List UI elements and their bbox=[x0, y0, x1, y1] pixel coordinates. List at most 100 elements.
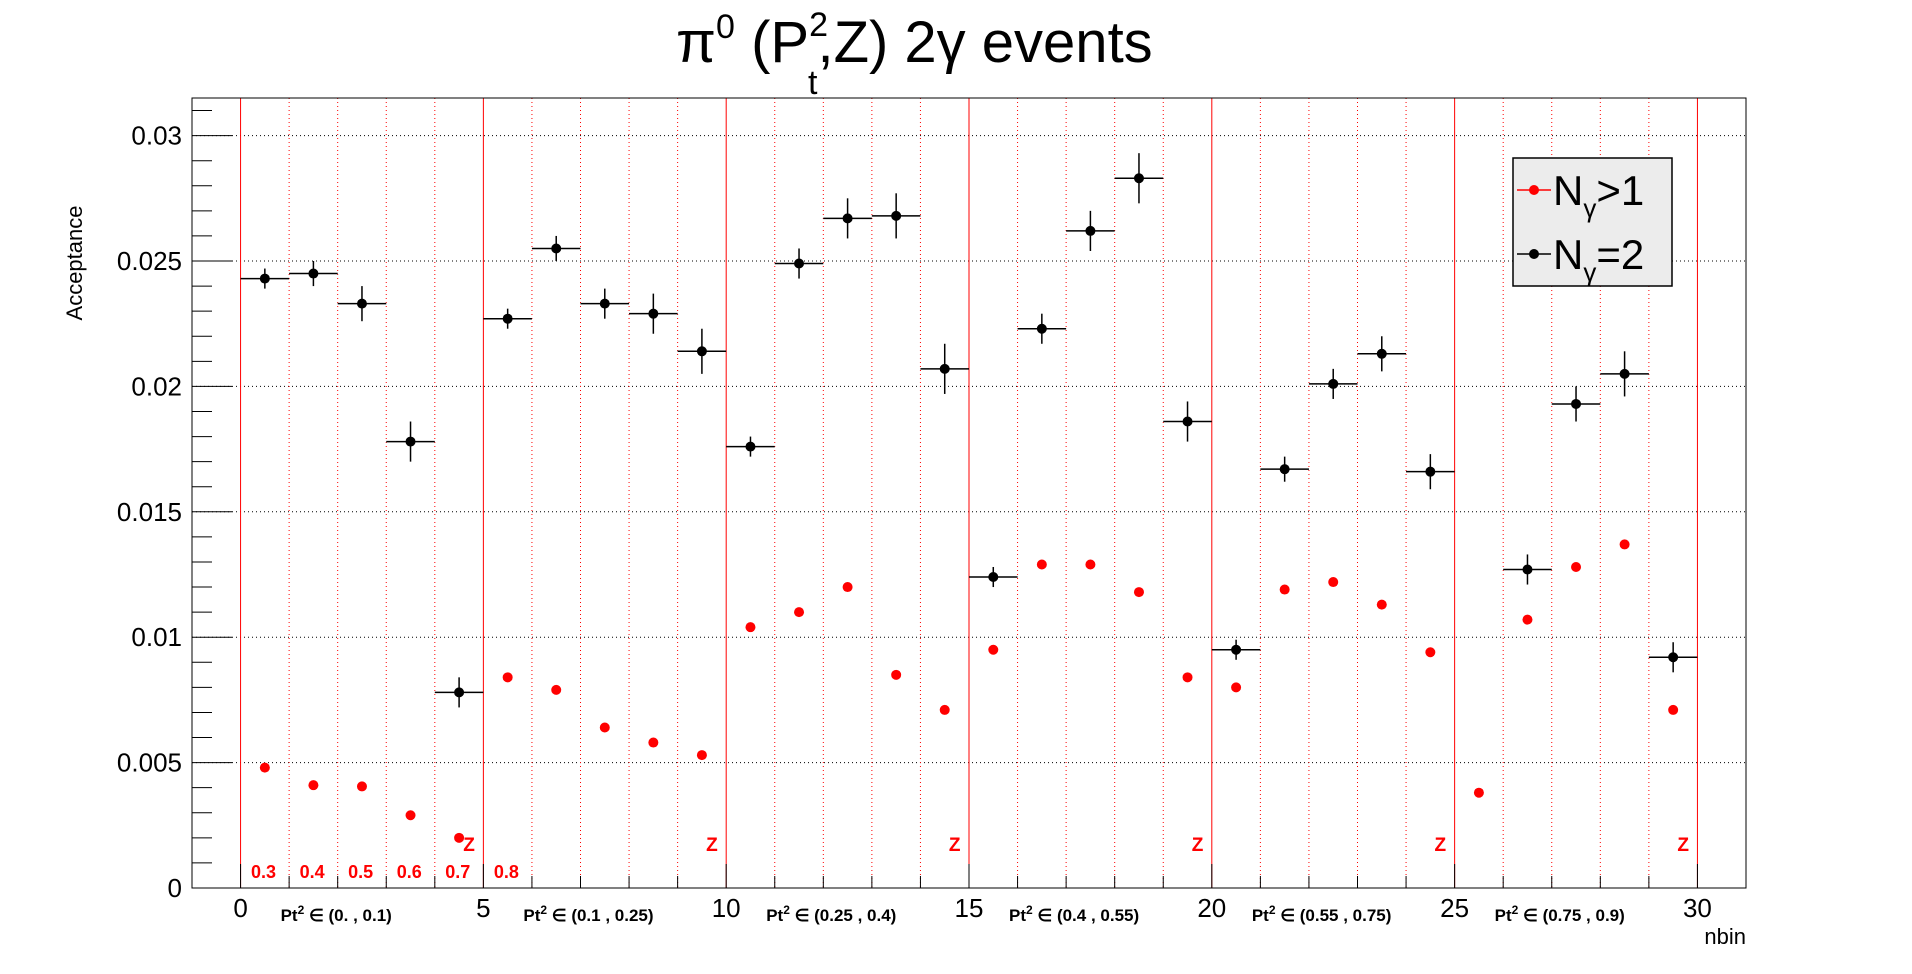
data-point bbox=[259, 762, 270, 773]
data-point bbox=[1619, 368, 1630, 379]
data-point bbox=[599, 722, 610, 733]
data-point bbox=[842, 213, 853, 224]
data-point bbox=[1036, 559, 1047, 570]
y-tick-label: 0 bbox=[168, 873, 182, 903]
legend: Nγ>1Nγ=2 bbox=[1512, 157, 1673, 287]
chart-title-text: π0 (P2 t,Z) 2γ events bbox=[676, 6, 1153, 102]
pt-range-prefix: Pt bbox=[1252, 906, 1269, 925]
pt-range-interval: ∈ (0.75 , 0.9) bbox=[1518, 906, 1624, 925]
pt-range-sup: 2 bbox=[1269, 903, 1276, 917]
z-bin-label: 0.5 bbox=[348, 862, 373, 882]
chart-title: π0 (P2 t,Z) 2γ events bbox=[676, 6, 1153, 102]
pt-range-label: Pt2 ∈ (0. , 0.1) bbox=[281, 903, 392, 925]
x-tick-label: 20 bbox=[1197, 893, 1226, 923]
pt-range-prefix: Pt bbox=[766, 906, 783, 925]
data-point bbox=[356, 781, 367, 792]
y-tick-label: 0.02 bbox=[131, 371, 182, 401]
x-tick-label: 10 bbox=[712, 893, 741, 923]
data-point bbox=[1522, 614, 1533, 625]
pt-range-prefix: Pt bbox=[281, 906, 298, 925]
pt-range-sup: 2 bbox=[1512, 903, 1519, 917]
data-point bbox=[1036, 323, 1047, 334]
data-point bbox=[1231, 682, 1242, 693]
data-point bbox=[1619, 539, 1630, 550]
title-p-sub: t bbox=[808, 64, 818, 102]
legend-label: Nγ=2 bbox=[1553, 231, 1644, 287]
pt-range-label: Pt2 ∈ (0.55 , 0.75) bbox=[1252, 903, 1392, 925]
x-tick-label: 0 bbox=[233, 893, 247, 923]
data-point bbox=[1133, 587, 1144, 598]
data-point bbox=[1085, 559, 1096, 570]
z-bin-label: 0.8 bbox=[494, 862, 519, 882]
data-point bbox=[1668, 704, 1679, 715]
data-point bbox=[648, 308, 659, 319]
data-point bbox=[648, 737, 659, 748]
z-bin-label: 0.4 bbox=[300, 862, 325, 882]
data-point bbox=[696, 750, 707, 761]
axis-ticks: 0 0.005 0.01 0.015 0.02 0.025 0.03 0 5 10 15 20 25 30… bbox=[62, 110, 1747, 949]
data-point bbox=[988, 572, 999, 583]
data-point bbox=[1522, 564, 1533, 575]
z-marker: Z bbox=[706, 835, 718, 856]
data-point bbox=[599, 298, 610, 309]
x-tick-label: 15 bbox=[955, 893, 984, 923]
data-point bbox=[259, 273, 270, 284]
data-point bbox=[551, 684, 562, 695]
legend-label-sub: γ bbox=[1583, 193, 1596, 223]
data-point bbox=[454, 687, 465, 698]
data-point bbox=[1425, 466, 1436, 477]
data-point bbox=[454, 832, 465, 843]
data-point bbox=[1376, 599, 1387, 610]
z-marker: Z bbox=[463, 835, 475, 856]
title-rest: ,Z) 2γ events bbox=[817, 10, 1152, 75]
data-point bbox=[939, 704, 950, 715]
data-point bbox=[794, 607, 805, 618]
data-point bbox=[1376, 348, 1387, 359]
y-tick-label: 0.03 bbox=[131, 121, 182, 151]
data-point bbox=[502, 313, 513, 324]
data-point bbox=[988, 644, 999, 655]
pt-range-label: Pt2 ∈ (0.4 , 0.55) bbox=[1009, 903, 1139, 925]
legend-label-base: N bbox=[1553, 231, 1583, 278]
data-point bbox=[1328, 577, 1339, 588]
data-point bbox=[1279, 464, 1290, 475]
legend-label: Nγ>1 bbox=[1553, 167, 1644, 223]
series-ngamma-gt1 bbox=[259, 539, 1679, 843]
pt-range-label: Pt2 ∈ (0.25 , 0.4) bbox=[766, 903, 896, 925]
data-point bbox=[1425, 647, 1436, 658]
pt-range-prefix: Pt bbox=[1009, 906, 1026, 925]
y-axis-title: Acceptance bbox=[62, 206, 87, 321]
data-point bbox=[1085, 225, 1096, 236]
pt-range-label: Pt2 ∈ (0.75 , 0.9) bbox=[1495, 903, 1625, 925]
z-marker: Z bbox=[1192, 835, 1204, 856]
legend-label-base: N bbox=[1553, 167, 1583, 214]
data-point bbox=[1571, 398, 1582, 409]
data-point bbox=[405, 810, 416, 821]
title-pi: π bbox=[676, 10, 716, 75]
z-marker: Z bbox=[1677, 835, 1689, 856]
legend-label-sub: γ bbox=[1583, 257, 1596, 287]
x-tick-label: 30 bbox=[1683, 893, 1712, 923]
data-point bbox=[1133, 173, 1144, 184]
title-p-sup: 2 bbox=[809, 6, 828, 44]
data-point bbox=[1571, 561, 1582, 572]
pt-range-sup: 2 bbox=[540, 903, 547, 917]
data-point bbox=[551, 243, 562, 254]
legend-label-rest: >1 bbox=[1596, 167, 1644, 214]
z-bin-label: 0.3 bbox=[251, 862, 276, 882]
title-pi-sup: 0 bbox=[716, 8, 735, 46]
data-point bbox=[891, 210, 902, 221]
pt-range-interval: ∈ (0.25 , 0.4) bbox=[790, 906, 896, 925]
pt-range-prefix: Pt bbox=[523, 906, 540, 925]
legend-marker bbox=[1529, 185, 1539, 195]
grid bbox=[192, 98, 1746, 888]
data-point bbox=[939, 363, 950, 374]
data-point bbox=[1279, 584, 1290, 595]
title-open: (P bbox=[735, 10, 809, 75]
data-point bbox=[1328, 378, 1339, 389]
data-point bbox=[1473, 787, 1484, 798]
data-point bbox=[356, 298, 367, 309]
